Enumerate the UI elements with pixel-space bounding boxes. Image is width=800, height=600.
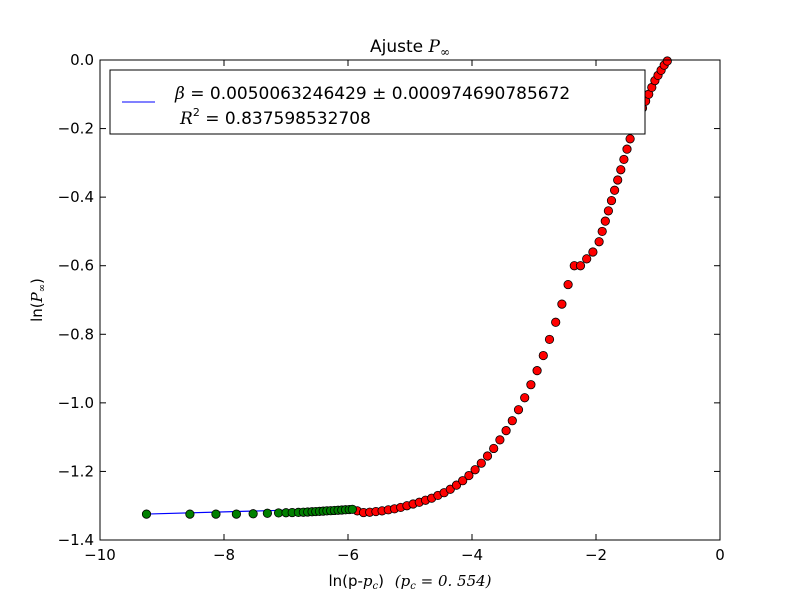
chart-title-math-sub: ∞: [440, 45, 450, 59]
data-point: [464, 470, 474, 481]
data-point: [603, 206, 614, 216]
chart-title-math: P: [428, 37, 441, 57]
x-label-pc-value-sub: c: [410, 581, 416, 592]
data-point: [501, 426, 511, 436]
x-label-pc-value-rest: = 0. 554): [416, 572, 492, 590]
y-tick-label: −1.2: [58, 462, 94, 480]
x-tick-label: −8: [213, 546, 235, 564]
data-point: [606, 195, 617, 206]
y-axis-label: ln(P∞): [28, 278, 48, 322]
data-point: [588, 247, 598, 257]
y-label-text: ln(: [28, 302, 46, 322]
fit-point: [231, 509, 241, 519]
data-point: [513, 405, 524, 415]
y-tick-label: −0.4: [58, 188, 94, 206]
plot-area: −10 −8 −6 −4 −2 0 0.0 −0.2 −0.4 −0.6 −0.8 −1.0 −1.2 −…: [58, 51, 725, 564]
data-point: [622, 144, 632, 154]
x-label-close: ): [378, 572, 384, 590]
y-tick-label: −0.2: [58, 120, 94, 138]
x-tick-label: −4: [461, 546, 483, 564]
data-point: [613, 175, 623, 185]
x-axis-label: ln(p-pc) (pc = 0. 554): [328, 572, 491, 592]
legend-frame: [109, 69, 646, 135]
data-point: [616, 165, 626, 175]
data-point: [544, 334, 555, 345]
y-tick-label: 0.0: [70, 51, 94, 69]
y-label-math: P: [28, 291, 46, 303]
x-tick-label: −6: [337, 546, 359, 564]
x-label-text: ln(p-: [328, 572, 362, 590]
y-tick-label: −0.6: [58, 257, 94, 275]
legend-beta-text: = 0.0050063246429 ± 0.000974690785672: [185, 84, 570, 104]
x-tick-label: −10: [84, 546, 116, 564]
ticks-layer: −10 −8 −6 −4 −2 0 0.0 −0.2 −0.4 −0.6 −0.8 −1.0 −1.2 −…: [58, 51, 725, 564]
legend-r2-entry: R2 = 0.837598532708: [179, 106, 371, 129]
data-point: [619, 154, 629, 165]
data-point: [609, 185, 620, 195]
legend-r2-sup: 2: [193, 106, 200, 119]
legend-beta-entry: β = 0.0050063246429 ± 0.000974690785672: [174, 84, 570, 104]
data-point: [520, 393, 530, 403]
legend: β = 0.0050063246429 ± 0.000974690785672 …: [109, 69, 646, 135]
x-label-pc: p: [363, 572, 373, 590]
legend-beta-symbol: β: [174, 84, 185, 104]
data-point: [594, 237, 604, 247]
axes-background: [100, 60, 720, 540]
fit-point: [185, 509, 195, 519]
chart-title: Ajuste P∞: [370, 37, 450, 59]
data-point: [507, 416, 517, 426]
y-tick-label: −1.0: [58, 394, 94, 412]
fit-point: [347, 504, 357, 514]
fit-point: [141, 509, 152, 519]
y-label-close: ): [28, 278, 46, 284]
y-tick-label: −0.8: [58, 325, 94, 343]
fit-point: [262, 508, 272, 518]
data-point: [451, 480, 462, 490]
x-tick-label: 0: [715, 546, 725, 564]
data-point: [551, 317, 561, 327]
data-point: [458, 476, 468, 486]
data-point: [526, 380, 536, 390]
data-point: [482, 451, 493, 461]
data-point: [489, 443, 499, 454]
data-point: [575, 261, 586, 271]
y-label-math-sub: ∞: [37, 284, 48, 292]
data-point: [625, 134, 635, 144]
data-point: [600, 216, 610, 226]
x-label-pc-value: (p: [395, 572, 411, 590]
data-point: [582, 254, 592, 264]
y-tick-label: −1.4: [58, 531, 94, 549]
chart-title-prefix: Ajuste: [370, 37, 429, 57]
fit-point: [248, 509, 258, 519]
data-point: [532, 366, 542, 376]
data-point: [662, 56, 672, 66]
fit-point: [211, 509, 221, 519]
data-point: [476, 458, 486, 468]
legend-r2-symbol: R: [179, 109, 193, 129]
data-point: [597, 226, 607, 237]
axes-frame: [99, 59, 721, 541]
data-point: [495, 435, 505, 445]
data-point: [470, 465, 480, 475]
x-label-pc-sub: c: [373, 581, 379, 592]
data-point: [563, 279, 573, 290]
data-point: [557, 299, 567, 309]
legend-r2-text: = 0.837598532708: [200, 109, 371, 129]
data-point: [538, 350, 548, 361]
data-layer: [141, 56, 672, 519]
x-tick-label: −2: [585, 546, 607, 564]
